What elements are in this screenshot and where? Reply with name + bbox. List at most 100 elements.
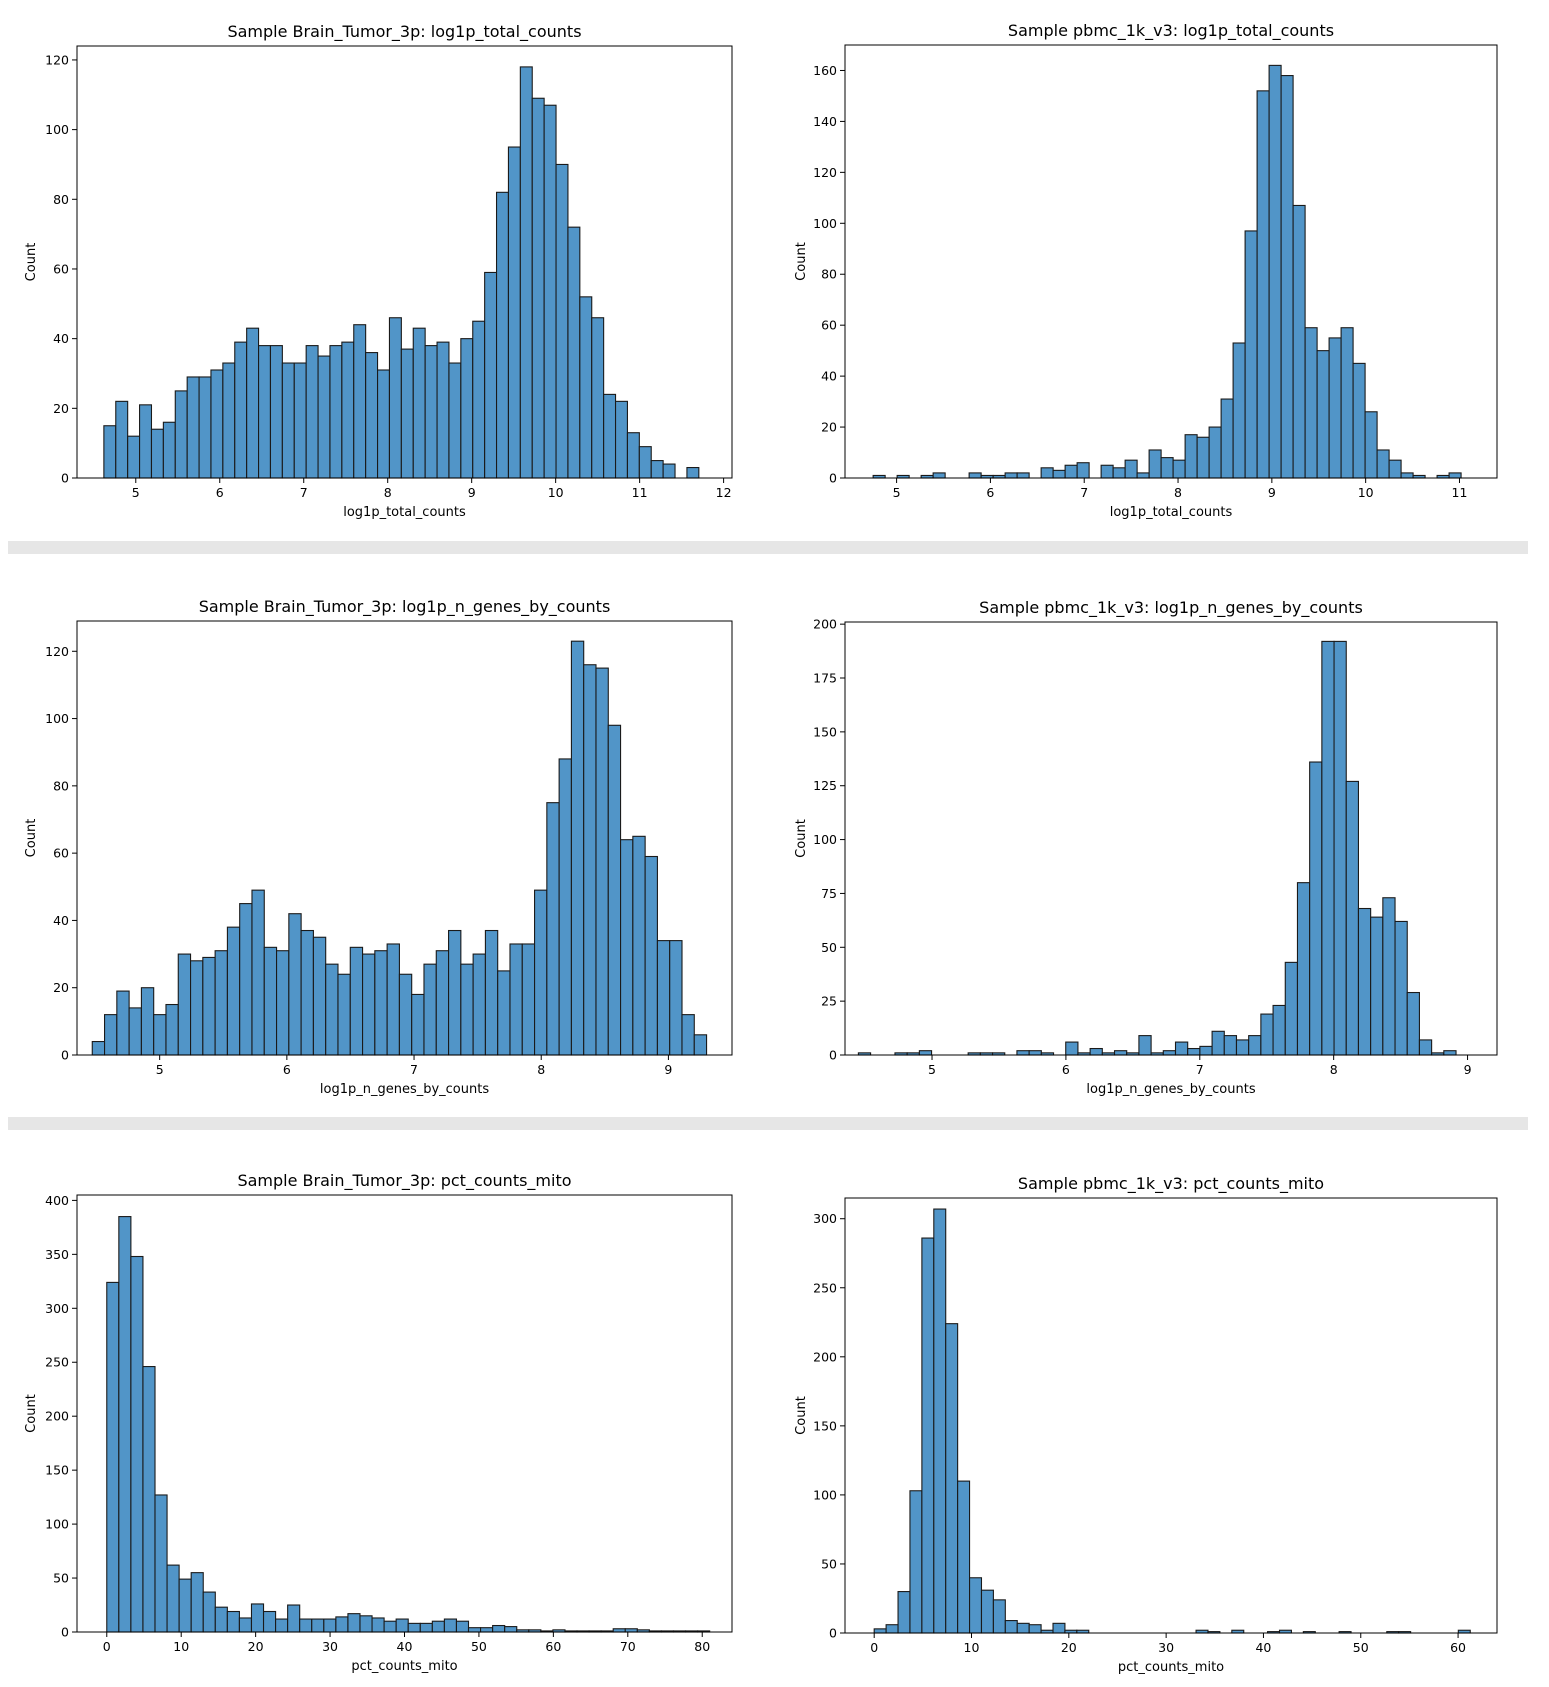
y-axis-label: Count: [24, 243, 39, 282]
histogram-bar: [957, 1480, 971, 1634]
histogram-bar: [1100, 464, 1114, 479]
x-tick-label: 6: [216, 485, 224, 500]
histogram-bar: [411, 993, 425, 1056]
separator: [8, 1117, 773, 1130]
histogram-bar: [1160, 457, 1174, 479]
x-axis-label: log1p_total_counts: [1110, 505, 1233, 520]
plot-frame: [844, 621, 1498, 1056]
y-tick-label: 80: [53, 778, 69, 793]
histogram-bar: [909, 1490, 923, 1634]
y-tick-label: 0: [61, 471, 69, 486]
histogram-bar: [1174, 1041, 1189, 1056]
histogram-bar: [509, 943, 523, 1056]
y-tick-label: 20: [53, 401, 69, 416]
histogram-bar: [969, 1577, 983, 1634]
histogram-bar: [140, 987, 155, 1056]
histogram-bar: [480, 1627, 494, 1633]
histogram-bar: [448, 362, 462, 479]
histogram-bar: [1196, 436, 1210, 479]
x-tick-label: 10: [1358, 485, 1374, 500]
histogram-bar: [662, 463, 676, 479]
y-axis-label: Count: [24, 819, 39, 858]
y-tick-label: 200: [813, 1349, 837, 1364]
histogram-bar: [371, 1617, 385, 1633]
histogram-bar: [293, 362, 307, 479]
histogram-bar: [650, 460, 664, 479]
histogram-pbmc-n-genes: 5 6 7 8 9 0 25 50 75 100 125 150 175 200 Sample pbmc_1…: [794, 598, 1498, 1097]
histogram-bar: [1296, 882, 1311, 1056]
histogram-bar: [933, 1208, 947, 1634]
x-axis-label: pct_counts_mito: [351, 1659, 457, 1674]
histogram-bar: [1388, 459, 1402, 479]
x-axis-label: log1p_n_genes_by_counts: [1086, 1082, 1255, 1097]
y-tick-label: 200: [45, 1409, 69, 1424]
x-tick-label: 30: [1158, 1640, 1174, 1655]
x-tick-label: 40: [1255, 1640, 1271, 1655]
histogram-bar: [246, 327, 260, 479]
x-tick-label: 9: [1268, 485, 1276, 500]
histogram-bar: [1316, 350, 1330, 479]
histogram-bar: [329, 345, 343, 479]
y-tick-label: 50: [821, 940, 837, 955]
histogram-bar: [1138, 1035, 1152, 1056]
y-tick-label: 250: [45, 1355, 69, 1370]
histogram-bar: [1406, 991, 1420, 1056]
histogram-bar: [921, 1237, 935, 1634]
histogram-bar: [130, 1255, 144, 1633]
histogram-bar: [567, 226, 581, 479]
histogram-bar: [202, 1591, 216, 1633]
histogram-bar: [423, 963, 437, 1056]
histogram-bar: [395, 1618, 409, 1633]
y-tick-label: 20: [821, 420, 837, 435]
y-tick-label: 300: [813, 1211, 837, 1226]
histogram-bar: [626, 432, 640, 479]
histogram-bar: [555, 163, 569, 479]
histogram-bar: [337, 973, 351, 1056]
histogram-bar: [504, 1626, 518, 1633]
histogram-bar: [190, 1572, 204, 1633]
separator: [773, 1117, 1528, 1130]
histogram-bar: [299, 1618, 313, 1633]
y-tick-label: 100: [45, 122, 69, 137]
histogram-bar: [1382, 897, 1396, 1056]
histogram-bar: [174, 390, 188, 479]
x-tick-label: 20: [248, 1639, 264, 1654]
histogram-brain-tumor-n-genes: 5 6 7 8 9 0 20 40 60 80 100 120 Sample Brain_Tumor_3…: [24, 597, 733, 1097]
histogram-pbmc-pct-mito: 0 10 20 30 40 50 60 0 50 100 150 200 250 300 Sample pb…: [794, 1174, 1498, 1675]
histogram-bar: [383, 1620, 397, 1633]
histogram-bar: [460, 963, 474, 1056]
y-tick-label: 80: [821, 267, 837, 282]
histogram-bar: [325, 963, 339, 1056]
x-axis-label: pct_counts_mito: [1118, 1660, 1224, 1675]
y-tick-label: 300: [45, 1301, 69, 1316]
histogram-bar: [1028, 1624, 1042, 1634]
histogram-bar: [558, 758, 572, 1056]
histogram-bar: [311, 1618, 325, 1633]
y-tick-label: 0: [829, 1626, 837, 1641]
histogram-bar: [1004, 1620, 1018, 1634]
x-tick-label: 7: [1080, 485, 1088, 500]
histogram-bar: [127, 435, 141, 479]
histogram-bar: [317, 355, 331, 479]
plot-area: [77, 1195, 732, 1632]
bars: [857, 640, 1457, 1056]
x-tick-label: 8: [1174, 485, 1182, 500]
y-tick-label: 120: [813, 165, 837, 180]
histogram-bar: [186, 376, 200, 479]
x-tick-label: 10: [548, 485, 564, 500]
y-tick-label: 200: [813, 617, 837, 632]
histogram-bar: [263, 946, 278, 1056]
y-tick-label: 250: [813, 1280, 837, 1295]
x-tick-label: 5: [893, 485, 901, 500]
histogram-bar: [154, 1494, 168, 1633]
histogram-bar: [1172, 459, 1186, 479]
y-axis-label: Count: [794, 819, 809, 858]
histogram-bar: [603, 393, 617, 479]
histogram-bar: [116, 990, 130, 1056]
histogram-bar: [519, 66, 533, 479]
histogram-bar: [495, 191, 509, 479]
histogram-bar: [190, 960, 204, 1056]
x-tick-label: 5: [928, 1062, 936, 1077]
histogram-bar: [1352, 362, 1366, 479]
y-axis-label: Count: [24, 1394, 39, 1433]
